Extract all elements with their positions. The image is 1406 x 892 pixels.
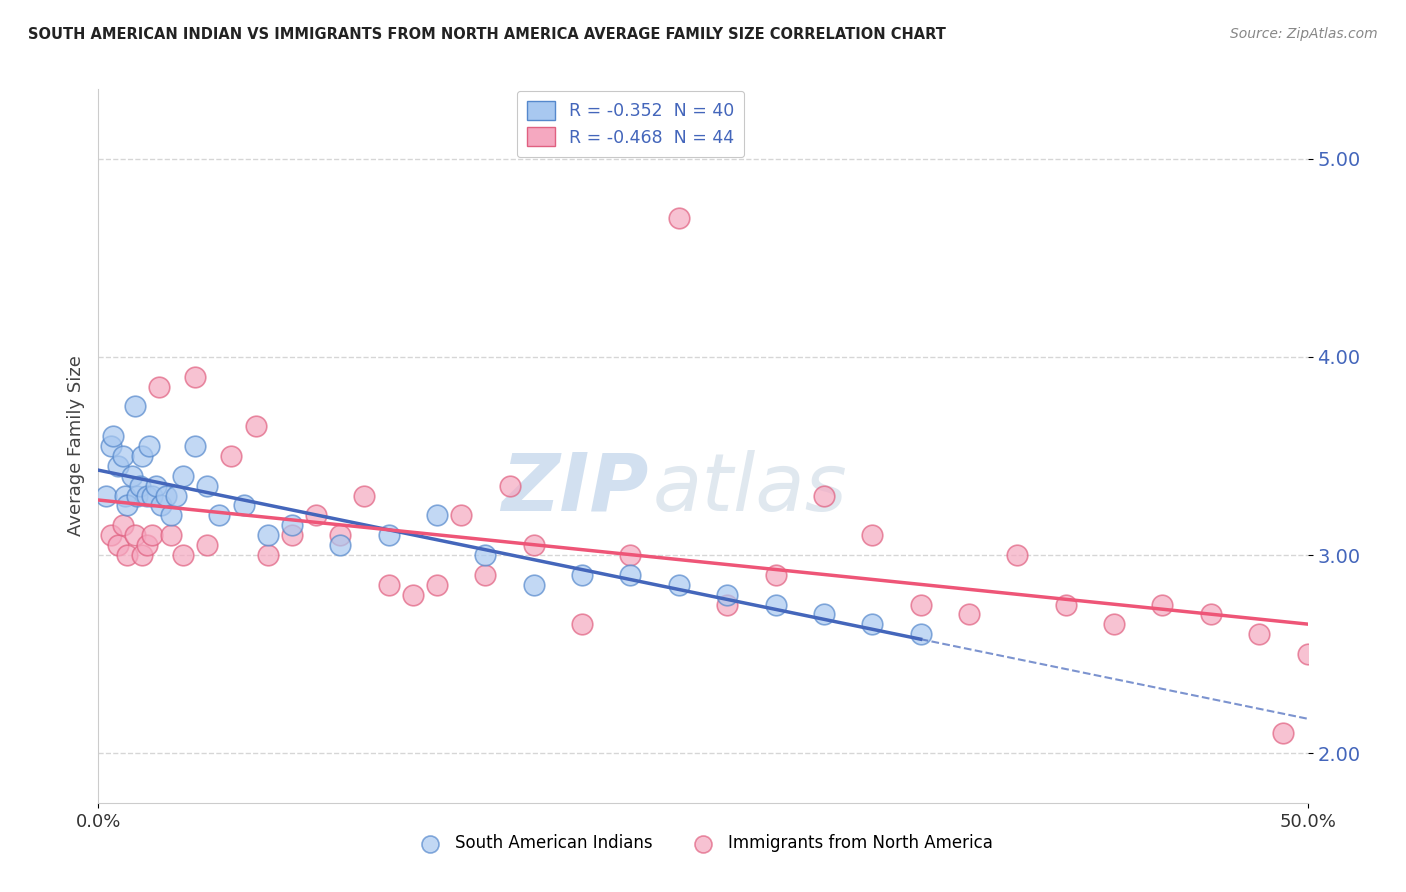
Point bbox=[141, 489, 163, 503]
Point bbox=[107, 458, 129, 473]
Point bbox=[860, 617, 883, 632]
Point bbox=[195, 538, 218, 552]
Point bbox=[668, 211, 690, 225]
Point bbox=[127, 489, 149, 503]
Point bbox=[114, 489, 136, 503]
Point bbox=[498, 478, 520, 492]
Point bbox=[150, 499, 173, 513]
Point bbox=[813, 489, 835, 503]
Point bbox=[860, 528, 883, 542]
Point bbox=[195, 478, 218, 492]
Point bbox=[135, 538, 157, 552]
Point bbox=[172, 548, 194, 562]
Point bbox=[523, 578, 546, 592]
Point bbox=[128, 478, 150, 492]
Point bbox=[208, 508, 231, 523]
Point bbox=[141, 528, 163, 542]
Point bbox=[138, 439, 160, 453]
Point bbox=[353, 489, 375, 503]
Point bbox=[426, 578, 449, 592]
Point bbox=[221, 449, 243, 463]
Point bbox=[117, 548, 139, 562]
Point bbox=[1054, 598, 1077, 612]
Point bbox=[121, 468, 143, 483]
Point bbox=[619, 548, 641, 562]
Text: ZIP: ZIP bbox=[501, 450, 648, 528]
Point bbox=[1199, 607, 1222, 622]
Point bbox=[184, 369, 207, 384]
Point bbox=[281, 518, 304, 533]
Point bbox=[145, 478, 167, 492]
Point bbox=[100, 528, 122, 542]
Point bbox=[107, 538, 129, 552]
Point bbox=[131, 548, 153, 562]
Point bbox=[523, 538, 546, 552]
Point bbox=[402, 588, 425, 602]
Text: atlas: atlas bbox=[652, 450, 846, 528]
Point bbox=[155, 489, 177, 503]
Point bbox=[765, 598, 787, 612]
Point bbox=[1007, 548, 1029, 562]
Point bbox=[474, 548, 496, 562]
Point bbox=[1102, 617, 1125, 632]
Point bbox=[131, 449, 153, 463]
Point bbox=[619, 567, 641, 582]
Point bbox=[165, 489, 187, 503]
Point bbox=[101, 429, 124, 443]
Point bbox=[160, 528, 183, 542]
Point bbox=[1249, 627, 1271, 641]
Point bbox=[256, 528, 278, 542]
Legend: South American Indians, Immigrants from North America: South American Indians, Immigrants from … bbox=[406, 828, 1000, 859]
Point bbox=[148, 379, 170, 393]
Point bbox=[172, 468, 194, 483]
Point bbox=[111, 449, 134, 463]
Point bbox=[957, 607, 980, 622]
Text: SOUTH AMERICAN INDIAN VS IMMIGRANTS FROM NORTH AMERICA AVERAGE FAMILY SIZE CORRE: SOUTH AMERICAN INDIAN VS IMMIGRANTS FROM… bbox=[28, 27, 946, 42]
Point bbox=[124, 528, 146, 542]
Point bbox=[1152, 598, 1174, 612]
Point bbox=[377, 528, 399, 542]
Point bbox=[571, 567, 593, 582]
Point bbox=[124, 400, 146, 414]
Point bbox=[1272, 726, 1295, 740]
Point bbox=[256, 548, 278, 562]
Point bbox=[474, 567, 496, 582]
Point bbox=[232, 499, 254, 513]
Point bbox=[281, 528, 304, 542]
Point bbox=[377, 578, 399, 592]
Point bbox=[813, 607, 835, 622]
Text: Source: ZipAtlas.com: Source: ZipAtlas.com bbox=[1230, 27, 1378, 41]
Point bbox=[245, 419, 267, 434]
Point bbox=[668, 578, 690, 592]
Point bbox=[716, 598, 738, 612]
Point bbox=[1296, 647, 1319, 661]
Point bbox=[571, 617, 593, 632]
Point bbox=[426, 508, 449, 523]
Point bbox=[111, 518, 134, 533]
Point bbox=[117, 499, 139, 513]
Point bbox=[329, 528, 352, 542]
Point bbox=[765, 567, 787, 582]
Point bbox=[305, 508, 328, 523]
Point bbox=[716, 588, 738, 602]
Point bbox=[135, 489, 157, 503]
Point bbox=[910, 627, 932, 641]
Y-axis label: Average Family Size: Average Family Size bbox=[66, 356, 84, 536]
Point bbox=[100, 439, 122, 453]
Point bbox=[184, 439, 207, 453]
Point bbox=[910, 598, 932, 612]
Point bbox=[450, 508, 472, 523]
Point bbox=[94, 489, 117, 503]
Point bbox=[160, 508, 183, 523]
Point bbox=[329, 538, 352, 552]
